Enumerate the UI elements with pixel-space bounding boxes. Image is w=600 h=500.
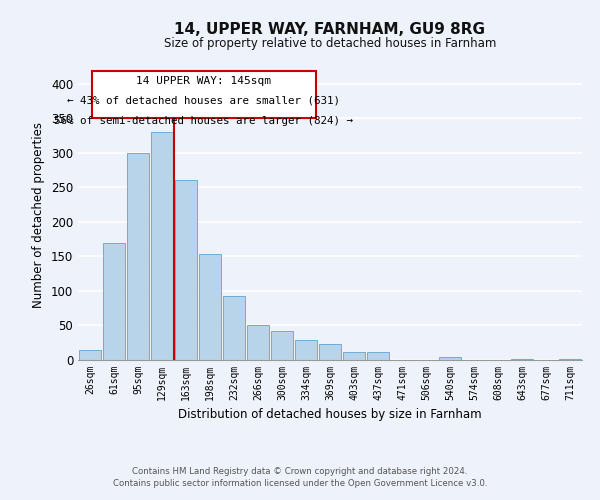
Bar — [367, 352, 389, 360]
X-axis label: Distribution of detached houses by size in Farnham: Distribution of detached houses by size … — [178, 408, 482, 422]
Bar — [271, 331, 293, 360]
Text: Size of property relative to detached houses in Farnham: Size of property relative to detached ho… — [164, 38, 496, 51]
Bar — [343, 352, 365, 360]
Text: Contains public sector information licensed under the Open Government Licence v3: Contains public sector information licen… — [113, 478, 487, 488]
Bar — [295, 340, 317, 360]
Bar — [103, 242, 125, 360]
FancyBboxPatch shape — [92, 70, 316, 118]
Bar — [319, 344, 341, 360]
Bar — [199, 254, 221, 360]
Text: 56% of semi-detached houses are larger (824) →: 56% of semi-detached houses are larger (… — [55, 116, 353, 126]
Text: 14 UPPER WAY: 145sqm: 14 UPPER WAY: 145sqm — [136, 76, 271, 86]
Bar — [127, 153, 149, 360]
Bar — [559, 358, 581, 360]
Bar — [175, 180, 197, 360]
Text: ← 43% of detached houses are smaller (631): ← 43% of detached houses are smaller (63… — [67, 95, 341, 105]
Bar — [79, 350, 101, 360]
Bar — [223, 296, 245, 360]
Bar — [247, 326, 269, 360]
Bar — [151, 132, 173, 360]
Bar — [511, 358, 533, 360]
Text: Contains HM Land Registry data © Crown copyright and database right 2024.: Contains HM Land Registry data © Crown c… — [132, 467, 468, 476]
Bar — [439, 357, 461, 360]
Y-axis label: Number of detached properties: Number of detached properties — [32, 122, 46, 308]
Text: 14, UPPER WAY, FARNHAM, GU9 8RG: 14, UPPER WAY, FARNHAM, GU9 8RG — [175, 22, 485, 38]
